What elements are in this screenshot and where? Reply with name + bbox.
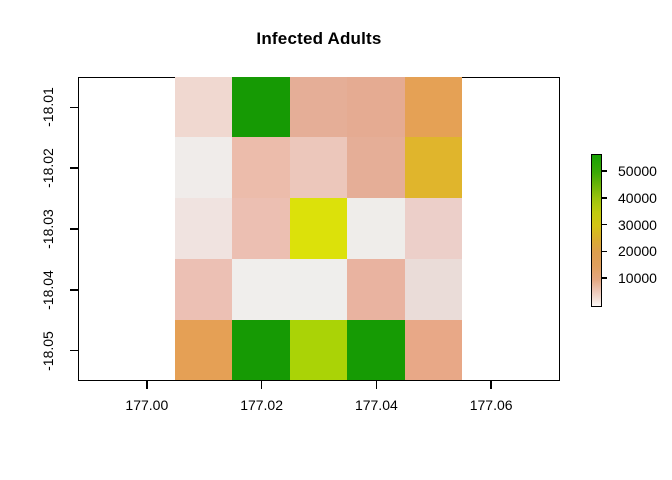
y-tick-label: -18.03 [40, 209, 56, 249]
legend-tick [601, 197, 607, 199]
x-tick-label: 177.04 [354, 397, 398, 413]
heatmap-cell [232, 137, 290, 199]
heatmap-cell [404, 258, 462, 320]
y-tick-label: -18.05 [40, 330, 56, 371]
heatmap-cell [289, 76, 348, 138]
heatmap-cell [289, 198, 348, 259]
heatmap-cell [347, 76, 405, 138]
y-axis-tick [70, 289, 78, 291]
legend-tick [601, 170, 607, 172]
legend-tick-label: 30000 [618, 216, 657, 233]
heatmap-cells-layer [79, 76, 559, 381]
heatmap-cell [175, 319, 233, 381]
heatmap-cell [289, 258, 348, 320]
heatmap-cell [232, 319, 290, 381]
heatmap-cell [175, 137, 233, 199]
legend-tick [601, 250, 607, 253]
y-axis-tick [70, 228, 78, 230]
legend-tick [601, 277, 607, 279]
x-tick-label: 177.02 [240, 397, 284, 413]
heatmap-cell [289, 137, 348, 199]
x-tick-label: 177.06 [469, 397, 513, 413]
heatmap-cell [232, 198, 290, 259]
x-axis-tick [375, 381, 378, 389]
heatmap-cell [347, 137, 405, 199]
legend-tick-label: 50000 [618, 163, 657, 180]
x-tick-label: 177.00 [125, 397, 169, 413]
heatmap-cell [347, 258, 405, 320]
heatmap-cell [289, 319, 348, 381]
heatmap-cell [347, 198, 405, 259]
heatmap-cell [175, 258, 233, 320]
legend-tick-label: 10000 [618, 270, 657, 287]
legend-colorbar [591, 154, 602, 307]
chart-title: Infected Adults [256, 29, 382, 48]
x-axis-tick [146, 381, 148, 389]
heatmap-cell [404, 76, 462, 138]
y-axis-tick [70, 349, 78, 352]
y-tick-label: -18.02 [40, 148, 56, 189]
y-tick-label: -18.04 [40, 269, 56, 310]
legend-tick-label: 40000 [618, 189, 657, 206]
y-axis-tick [70, 106, 78, 109]
plot-area [78, 76, 560, 381]
heatmap-cell [404, 319, 462, 381]
heatmap-cell [175, 76, 233, 138]
heatmap-cell [404, 137, 462, 199]
x-axis-tick [260, 381, 263, 389]
legend-tick [601, 223, 607, 226]
y-axis-tick [70, 167, 78, 169]
heatmap-cell [232, 258, 290, 320]
x-axis-tick [490, 381, 492, 389]
heatmap-cell [404, 198, 462, 259]
y-tick-label: -18.01 [40, 87, 56, 128]
heatmap-cell [232, 76, 290, 138]
heatmap-cell [347, 319, 405, 381]
legend-tick-label: 20000 [618, 243, 657, 260]
heatmap-cell [175, 198, 233, 259]
